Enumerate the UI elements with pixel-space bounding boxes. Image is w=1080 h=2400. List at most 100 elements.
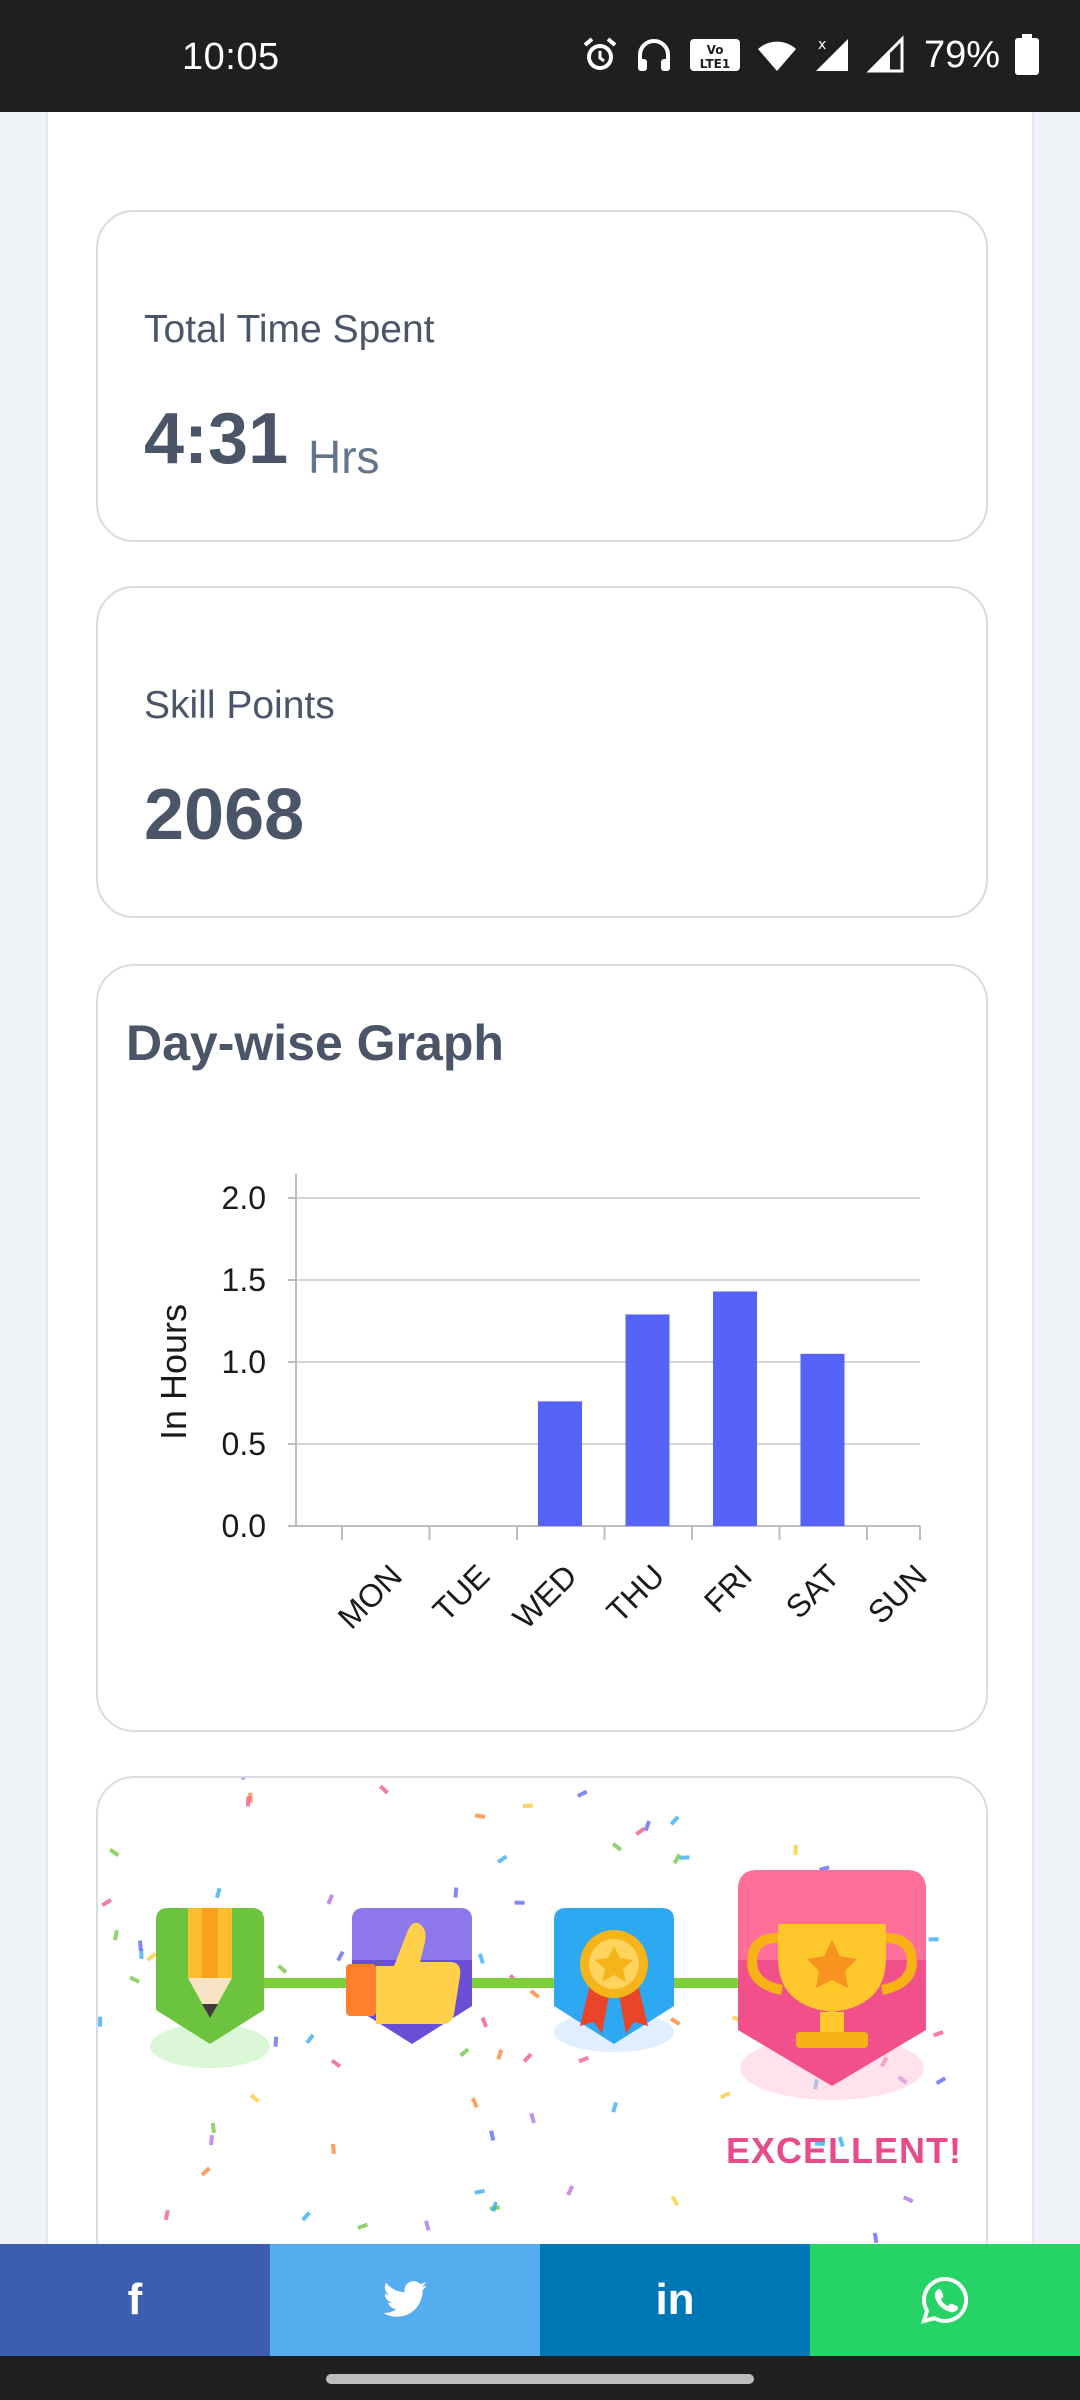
thumbs-up-badge-icon — [346, 1908, 472, 2044]
confetti-piece — [578, 2055, 590, 2064]
confetti-piece — [301, 2211, 311, 2222]
bar-sat — [800, 1353, 845, 1526]
confetti-piece — [200, 2166, 211, 2177]
confetti-piece — [478, 1953, 485, 1964]
confetti-piece — [491, 2201, 498, 2213]
confetti-piece — [672, 1853, 682, 1865]
skill-points-label: Skill Points — [144, 684, 335, 727]
confetti-piece — [101, 1898, 112, 1907]
confetti-piece — [245, 1796, 251, 1807]
volte-icon: Vo LTE1 — [689, 39, 740, 71]
bar-fri — [713, 1291, 757, 1526]
total-time-card: Total Time Spent 4:31 Hrs — [96, 210, 988, 542]
confetti-piece — [566, 2185, 575, 2196]
confetti-piece — [330, 2058, 342, 2069]
svg-text:Vo: Vo — [707, 43, 724, 57]
day-wise-graph-card: Day-wise Graph 0.0 0.5 1.0 1.5 2.0 In Hours MO… — [96, 964, 988, 1732]
confetti-piece — [793, 1844, 798, 1855]
share-linkedin-button[interactable]: in — [540, 2244, 810, 2356]
y-tick-label: 0.0 — [222, 1508, 266, 1544]
confetti-piece — [837, 2136, 845, 2148]
skill-points-card: Skill Points 2068 — [96, 586, 988, 918]
confetti-piece — [719, 2091, 731, 2100]
confetti-piece — [902, 2195, 914, 2204]
confetti-piece — [935, 2076, 947, 2085]
alarm-icon — [583, 37, 617, 70]
share-whatsapp-button[interactable] — [810, 2244, 1080, 2356]
confetti-piece — [872, 2232, 879, 2244]
confetti-piece — [529, 1989, 540, 1999]
confetti-piece — [635, 1826, 646, 1836]
x-tick-label: SAT — [779, 1557, 847, 1625]
confetti-piece — [643, 1820, 651, 1832]
status-icons: Vo LTE1 x 79% — [580, 30, 1040, 80]
battery-percent: 79% — [923, 33, 1000, 76]
x-tick-label: THU — [599, 1557, 671, 1629]
confetti-piece — [163, 2209, 170, 2221]
share-facebook-button[interactable]: f — [0, 2244, 270, 2356]
confetti-piece — [474, 2188, 485, 2195]
signal-icon: x — [815, 37, 848, 71]
twitter-icon — [383, 2281, 427, 2317]
confetti-piece — [357, 2222, 369, 2230]
confetti-piece — [305, 2033, 315, 2045]
y-tick-label: 1.5 — [222, 1262, 266, 1298]
confetti-piece — [522, 1803, 533, 1809]
confetti-piece — [669, 2017, 681, 2026]
confetti-piece — [470, 2097, 479, 2109]
x-tick-label: TUE — [426, 1557, 497, 1628]
confetti-piece — [932, 2030, 944, 2038]
total-time-unit: Hrs — [308, 431, 380, 483]
signal-icon — [866, 35, 904, 73]
headphones-icon — [637, 39, 670, 71]
y-tick-label: 1.0 — [222, 1344, 266, 1380]
system-navigation-bar — [0, 2356, 1080, 2400]
x-tick-label: MON — [331, 1557, 409, 1635]
confetti-piece — [326, 1893, 335, 1905]
confetti-piece — [480, 2016, 489, 2028]
svg-text:LTE1: LTE1 — [700, 57, 730, 71]
confetti-piece — [497, 1854, 508, 1864]
pencil-badge-icon — [150, 1908, 270, 2068]
bar-thu — [625, 1314, 670, 1526]
battery-icon — [1015, 34, 1039, 75]
share-twitter-button[interactable] — [270, 2244, 540, 2356]
confetti-piece — [474, 1813, 486, 1819]
confetti-piece — [214, 1887, 222, 1899]
total-time-value: 4:31 — [144, 399, 289, 479]
excellent-status-label: EXCELLENT! — [726, 2130, 963, 2171]
confetti-piece — [146, 1952, 157, 1962]
whatsapp-icon — [921, 2276, 969, 2324]
confetti-piece — [336, 1950, 345, 1962]
confetti-piece — [459, 2047, 470, 2058]
confetti-piece — [108, 1847, 120, 1857]
content-panel: Total Time Spent 4:31 Hrs Skill Points 2… — [46, 112, 1034, 2244]
confetti-piece — [98, 2016, 103, 2027]
y-axis-title: In Hours — [153, 1304, 194, 1440]
trophy-badge-icon — [738, 1870, 926, 2100]
confetti-piece — [814, 2141, 825, 2147]
wifi-icon — [757, 41, 796, 71]
home-gesture-handle[interactable] — [326, 2374, 754, 2384]
badge-progress-line — [248, 1978, 788, 1988]
confetti-piece — [611, 1842, 623, 1852]
confetti-piece — [611, 2101, 618, 2113]
confetti-piece — [928, 1937, 939, 1942]
confetti-piece — [424, 2220, 431, 2231]
confetti-piece — [277, 1964, 288, 1974]
confetti-piece — [670, 2195, 680, 2207]
confetti-piece — [489, 2130, 496, 2141]
x-tick-label: SUN — [861, 1557, 934, 1630]
x-tick-label: WED — [506, 1557, 584, 1635]
confetti-piece — [273, 2036, 279, 2047]
confetti-piece — [679, 1855, 690, 1860]
confetti-piece — [330, 2143, 336, 2155]
svg-text:x: x — [818, 37, 826, 53]
confetti-piece — [577, 1789, 588, 1798]
confetti-piece — [210, 2122, 216, 2134]
confetti-piece — [138, 1940, 143, 1951]
status-bar: 10:05 Vo LTE1 x 79% — [0, 0, 1080, 112]
confetti-piece — [453, 1887, 459, 1898]
confetti-piece — [522, 2052, 533, 2063]
confetti-piece — [139, 1948, 144, 1959]
